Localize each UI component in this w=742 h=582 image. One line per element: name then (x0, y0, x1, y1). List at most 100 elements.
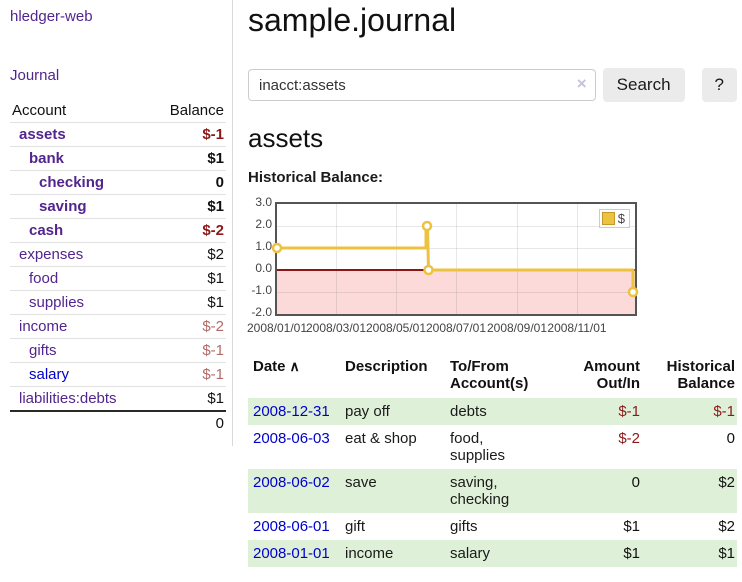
column-header-balance: Historical Balance (666, 358, 735, 392)
sidebar-item-journal[interactable]: Journal (10, 67, 60, 84)
transaction-balance: $-1 (642, 398, 737, 425)
negative-region-shading (277, 270, 635, 314)
transaction-accounts: debts (450, 398, 550, 425)
page-title: sample.journal (248, 2, 457, 38)
accounts-table-header: Account Balance (10, 99, 226, 123)
legend-swatch-icon (601, 212, 615, 225)
gridline (277, 292, 635, 293)
register-table-header: Date ∧ Description To/From Account(s) Amo… (248, 356, 737, 398)
transaction-date-link[interactable]: 2008-01-01 (253, 545, 330, 562)
transaction-accounts: gifts (450, 518, 478, 535)
account-row: food $1 (10, 266, 226, 291)
account-row: bank $1 (10, 146, 226, 171)
transaction-amount: $1 (550, 540, 642, 567)
chart-legend: $ (598, 209, 630, 228)
account-row: checking 0 (10, 170, 226, 195)
transaction-description: eat & shop (345, 430, 417, 447)
x-axis-tick: 2008/07/01 (425, 321, 487, 335)
account-balance: $1 (150, 194, 226, 219)
transaction-balance: $1 (642, 540, 737, 567)
transaction-row: 2008-06-02 save saving, checking 0 $2 (248, 469, 737, 513)
transaction-amount: 0 (550, 469, 642, 513)
account-balance: $2 (150, 242, 226, 267)
transaction-accounts: saving, checking (450, 469, 550, 513)
y-axis-tick: -2.0 (251, 305, 272, 319)
y-axis-tick: 1.0 (255, 239, 272, 253)
transaction-date-link[interactable]: 2008-12-31 (253, 403, 330, 420)
accounts-total-value: 0 (150, 410, 226, 435)
search-input[interactable] (248, 69, 596, 101)
balance-line-series (271, 220, 639, 298)
x-axis-tick: 2008/11/01 (547, 321, 607, 335)
account-link-salary[interactable]: salary (29, 366, 70, 383)
x-axis-tick: 2008/09/01 (486, 321, 548, 335)
x-axis-tick: 2008/03/01 (305, 321, 367, 335)
x-axis-tick: 2008/05/01 (365, 321, 427, 335)
account-link-bank[interactable]: bank (29, 150, 65, 167)
sidebar: hledger-web Journal Account Balance asse… (0, 0, 233, 446)
transaction-amount: $-1 (550, 398, 642, 425)
account-row: cash $-2 (10, 218, 226, 243)
account-link-checking[interactable]: checking (39, 174, 105, 191)
account-link-liabilities-debts[interactable]: liabilities:debts (19, 390, 117, 407)
gridline (336, 204, 337, 314)
legend-label: $ (617, 211, 625, 226)
transaction-amount: $-2 (618, 430, 640, 447)
account-link-assets[interactable]: assets (19, 126, 66, 143)
chart-plot-area[interactable]: $ (271, 202, 639, 316)
account-balance: $1 (150, 290, 226, 315)
transaction-balance: 0 (726, 430, 735, 447)
account-balance: $-2 (150, 218, 226, 243)
main-content: sample.journal × Search ? assets Histori… (247, 0, 737, 567)
transaction-description: income (345, 540, 450, 567)
account-link-cash[interactable]: cash (29, 222, 64, 239)
account-link-supplies[interactable]: supplies (29, 294, 85, 311)
column-header-tofrom: To/From Account(s) (450, 358, 529, 392)
account-balance: $1 (150, 146, 226, 171)
transaction-amount: $1 (623, 518, 640, 535)
app-brand-link[interactable]: hledger-web (10, 8, 93, 25)
gridline (456, 204, 457, 314)
account-balance: $-1 (150, 122, 226, 147)
account-row: salary $-1 (10, 362, 226, 387)
gridline (396, 204, 397, 314)
account-row: assets $-1 (10, 122, 226, 147)
account-link-saving[interactable]: saving (39, 198, 87, 215)
transaction-row: 2008-12-31 pay off debts $-1 $-1 (248, 398, 737, 425)
account-balance: $-2 (150, 314, 226, 339)
help-button[interactable]: ? (701, 68, 737, 102)
account-link-gifts[interactable]: gifts (29, 342, 57, 359)
transaction-balance: $2 (718, 518, 735, 535)
transaction-date-link[interactable]: 2008-06-02 (253, 474, 330, 491)
gridline (277, 226, 635, 227)
y-axis-tick: -1.0 (251, 283, 272, 297)
transaction-row: 2008-01-01 income salary $1 $1 (248, 540, 737, 567)
column-header-date[interactable]: Date ∧ (248, 356, 345, 398)
accounts-table: Account Balance assets $-1 bank $1 checkin… (10, 99, 226, 435)
column-header-amount: Amount Out/In (583, 358, 640, 392)
register-table: Date ∧ Description To/From Account(s) Amo… (248, 356, 737, 567)
transaction-description: pay off (345, 398, 450, 425)
y-axis-tick: 0.0 (255, 261, 272, 275)
account-link-food[interactable]: food (29, 270, 59, 287)
account-link-expenses[interactable]: expenses (19, 246, 84, 263)
historical-balance-chart: 3.0 2.0 1.0 0.0 -1.0 -2.0 (247, 195, 737, 335)
account-balance: $1 (150, 266, 226, 291)
accounts-header-balance: Balance (150, 99, 226, 123)
search-button[interactable]: Search (602, 68, 685, 102)
transaction-accounts: salary (450, 540, 550, 567)
account-balance: 0 (150, 170, 226, 195)
account-row: saving $1 (10, 194, 226, 219)
clear-search-icon[interactable]: × (576, 74, 587, 93)
account-balance: $-1 (150, 338, 226, 363)
transaction-date-link[interactable]: 2008-06-01 (253, 518, 330, 535)
account-link-income[interactable]: income (19, 318, 68, 335)
account-balance: $-1 (150, 362, 226, 387)
accounts-total-row: 0 (10, 410, 226, 435)
transaction-date-link[interactable]: 2008-06-03 (253, 430, 330, 447)
transaction-balance: $2 (642, 469, 737, 513)
account-row: expenses $2 (10, 242, 226, 267)
y-axis-tick: 3.0 (255, 195, 272, 209)
gridline (277, 248, 635, 249)
y-axis-tick: 2.0 (255, 217, 272, 231)
